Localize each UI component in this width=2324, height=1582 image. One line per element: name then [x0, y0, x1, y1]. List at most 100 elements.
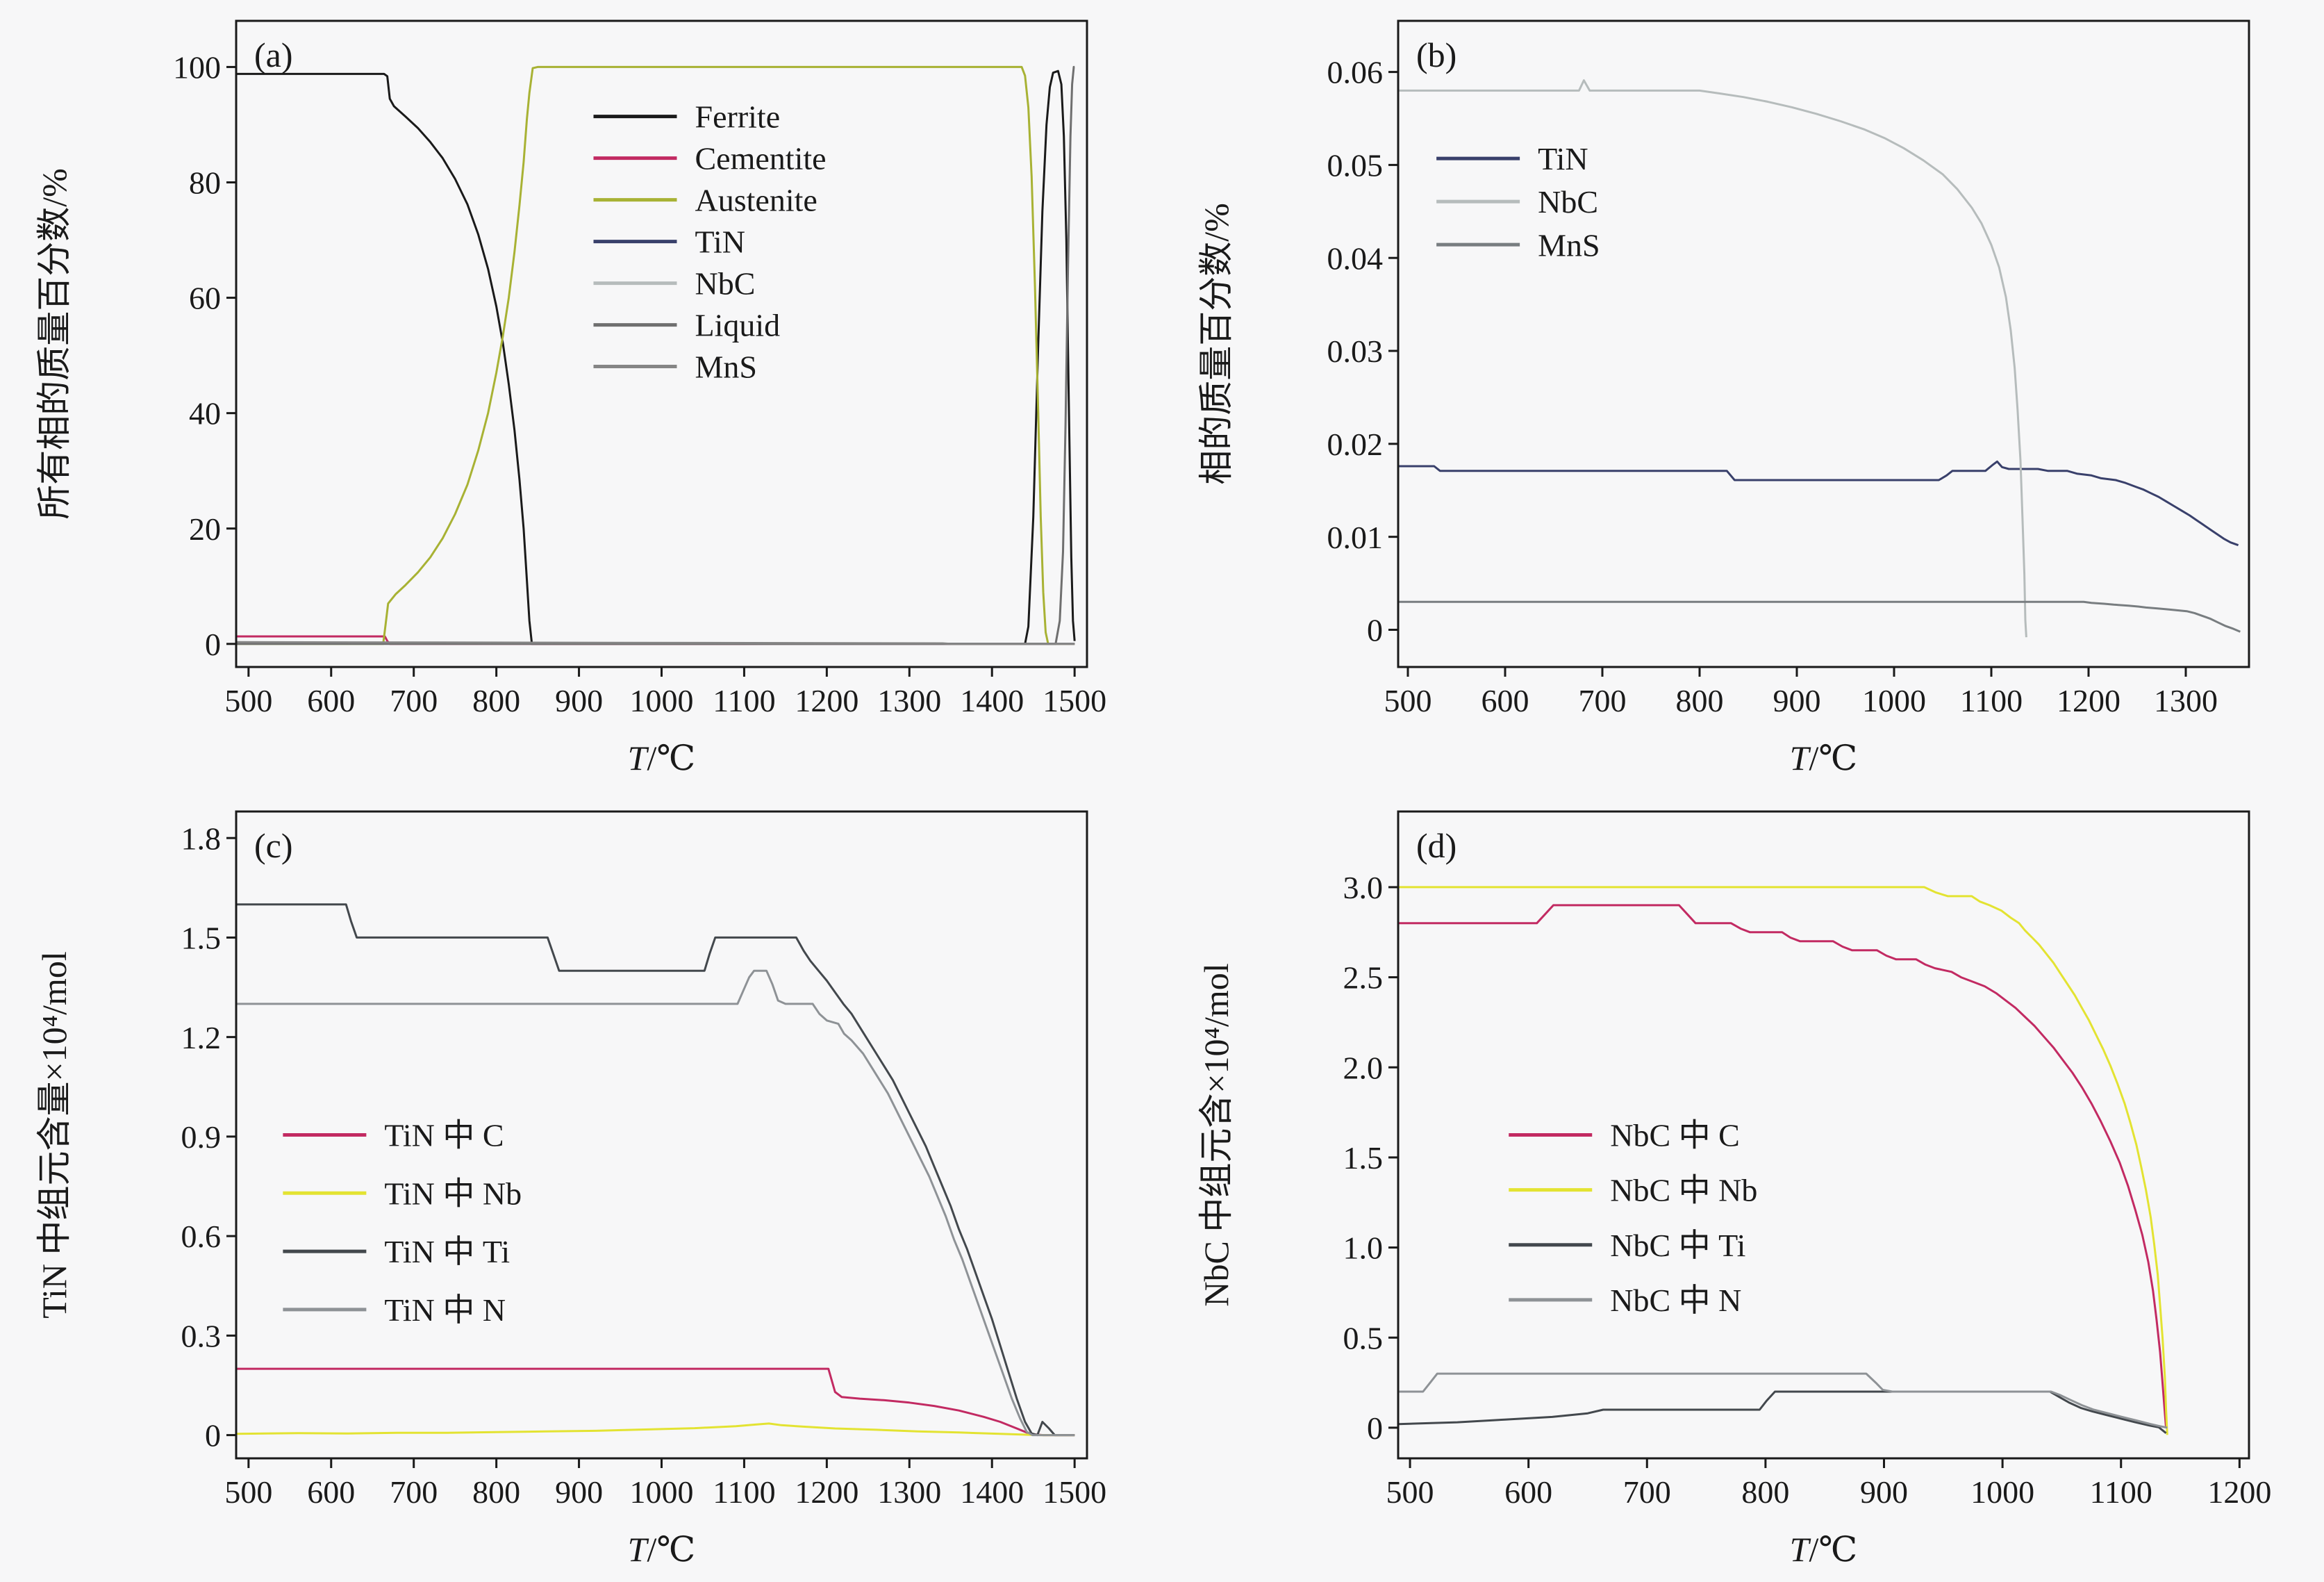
chart-c-canvas: 500 600 700 800 900 1000 1100 1200 1300 1400 1500 0… [35, 810, 1106, 1569]
x-tick-label: 700 [1623, 1474, 1671, 1510]
y-tick-label: 0.5 [1343, 1320, 1384, 1356]
legend-label-NbC 中 Ti: NbC 中 Ti [1610, 1228, 1745, 1263]
legend-label-MnS: MnS [695, 349, 757, 385]
chart-d-canvas: 500 600 700 800 900 1000 1100 1200 0 0.5 1.0 1.5 2.0… [1197, 810, 2271, 1569]
legend-label-Cementite: Cementite [695, 141, 827, 176]
series-Liquid [236, 65, 1075, 645]
y-tick-label: 60 [189, 281, 221, 316]
x-tick-label: 1100 [713, 1474, 775, 1510]
plot-frame [1397, 19, 2250, 668]
panel-letter: (c) [254, 826, 293, 865]
x-tick-label: 600 [307, 1474, 355, 1510]
x-tick-label: 600 [1504, 1474, 1552, 1510]
y-tick-label: 40 [189, 396, 221, 431]
series-TiN 中 C [236, 1367, 1075, 1437]
y-tick-label: 1.0 [1343, 1230, 1384, 1266]
panel-b: 500 600 700 800 900 1000 1100 1200 1300 0 0.01 0.02… [1162, 0, 2324, 791]
y-tick-label: 20 [189, 511, 221, 547]
x-tick-label: 1500 [1043, 683, 1106, 718]
series-TiN 中 Nb [236, 1422, 1075, 1437]
y-axis-title: NbC 中组元含×10⁴/mol [1197, 963, 1236, 1306]
x-axis-title: T/℃ [1790, 1530, 1858, 1569]
x-tick-label: 1300 [877, 1474, 941, 1510]
legend-label-TiN 中 N: TiN 中 N [384, 1292, 506, 1328]
y-tick-label: 80 [189, 165, 221, 201]
y-tick-label: 1.2 [181, 1020, 222, 1055]
y-tick-label: 1.8 [181, 821, 222, 856]
x-tick-label: 900 [555, 683, 603, 718]
plot-frame [1397, 810, 2250, 1460]
y-tick-label: 0.9 [181, 1119, 222, 1155]
panel-d: 500 600 700 800 900 1000 1100 1200 0 0.5 1.0 1.5 2.0… [1162, 791, 2324, 1582]
legend-label-NbC: NbC [695, 266, 756, 302]
x-tick-label: 700 [390, 683, 438, 718]
series-NbC 中 Ti [1398, 1390, 2167, 1434]
x-tick-label: 1000 [1970, 1474, 2034, 1510]
series-TiN [1398, 460, 2239, 547]
x-axis-title: T/℃ [1790, 739, 1858, 777]
y-tick-label: 2.0 [1343, 1050, 1384, 1085]
x-tick-label: 600 [307, 683, 355, 718]
x-tick-label: 1000 [630, 1474, 694, 1510]
x-tick-label: 1400 [960, 683, 1024, 718]
y-tick-label: 0.03 [1327, 333, 1384, 369]
x-tick-label: 1300 [2154, 683, 2218, 718]
x-tick-label: 800 [472, 1474, 520, 1510]
x-tick-label: 1200 [795, 683, 858, 718]
x-tick-label: 1000 [630, 683, 694, 718]
legend-label-TiN 中 Ti: TiN 中 Ti [384, 1234, 510, 1269]
y-tick-label: 0 [1367, 1410, 1383, 1446]
y-tick-label: 1.5 [181, 921, 222, 956]
x-tick-label: 700 [1579, 683, 1627, 718]
panel-a: 500 600 700 800 900 1000 1100 1200 1300 1400 1500 0… [0, 0, 1162, 791]
y-tick-label: 3.0 [1343, 870, 1384, 905]
panel-letter: (a) [254, 35, 293, 74]
x-tick-label: 600 [1481, 683, 1529, 718]
y-tick-label: 0.02 [1327, 427, 1384, 462]
y-tick-label: 0.3 [181, 1318, 222, 1353]
legend-label-TiN 中 Nb: TiN 中 Nb [384, 1176, 522, 1211]
y-tick-label: 0 [205, 1418, 221, 1453]
chart-b-canvas: 500 600 700 800 900 1000 1100 1200 1300 0 0.01 0.02… [1197, 19, 2250, 777]
legend-label-Ferrite: Ferrite [695, 99, 781, 135]
series-TiN 中 Ti [236, 903, 1075, 1437]
x-tick-label: 800 [1741, 1474, 1789, 1510]
x-tick-label: 900 [1860, 1474, 1908, 1510]
y-tick-label: 0 [1367, 613, 1383, 648]
legend-label-NbC 中 C: NbC 中 C [1610, 1118, 1740, 1153]
y-tick-label: 1.5 [1343, 1140, 1384, 1176]
y-tick-label: 0.6 [181, 1219, 222, 1254]
y-tick-label: 0.05 [1327, 148, 1384, 183]
x-tick-label: 1400 [960, 1474, 1024, 1510]
legend-label-Austenite: Austenite [695, 183, 817, 218]
series-NbC 中 N [1398, 1372, 2168, 1429]
y-tick-label: 0.04 [1327, 240, 1384, 276]
x-axis-title: T/℃ [628, 1530, 696, 1569]
x-tick-label: 1300 [877, 683, 941, 718]
legend-label-NbC 中 Nb: NbC 中 Nb [1610, 1173, 1757, 1208]
x-tick-label: 500 [1386, 1474, 1434, 1510]
x-tick-label: 800 [1676, 683, 1724, 718]
legend-label-NbC 中 N: NbC 中 N [1610, 1283, 1741, 1318]
series-NbC 中 C [1398, 904, 2168, 1428]
y-axis-title: TiN 中组元含量×10⁴/mol [35, 951, 74, 1319]
series-Austenite [236, 65, 1075, 645]
x-tick-label: 1200 [795, 1474, 858, 1510]
legend-label-TiN 中 C: TiN 中 C [384, 1118, 504, 1153]
y-axis-title: 所有相的质量百分数/% [35, 168, 74, 520]
series-TiN 中 N [236, 969, 1075, 1437]
series-MnS [236, 641, 1075, 645]
legend-label-TiN: TiN [695, 224, 745, 260]
y-tick-label: 0 [205, 627, 221, 662]
x-tick-label: 700 [390, 1474, 438, 1510]
x-tick-label: 500 [1384, 683, 1432, 718]
x-tick-label: 500 [224, 1474, 272, 1510]
x-tick-label: 900 [555, 1474, 603, 1510]
x-tick-label: 1100 [2090, 1474, 2152, 1510]
panel-letter: (d) [1416, 826, 1456, 865]
x-tick-label: 1200 [2057, 683, 2120, 718]
y-tick-label: 0.06 [1327, 55, 1384, 90]
x-tick-label: 1500 [1043, 1474, 1106, 1510]
x-tick-label: 1100 [1960, 683, 2023, 718]
